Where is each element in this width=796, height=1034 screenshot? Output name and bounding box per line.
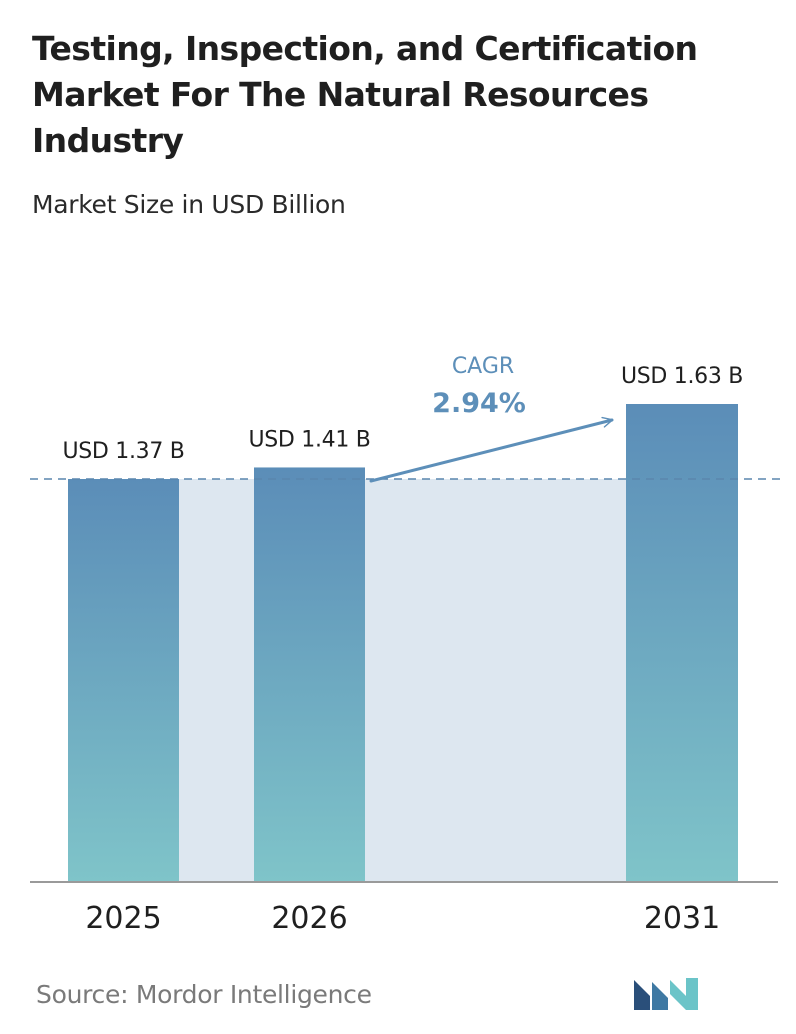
x-tick-label-2025: 2025 — [85, 901, 161, 936]
value-label-2026: USD 1.41 B — [248, 427, 370, 452]
value-label-2031: USD 1.63 B — [621, 364, 743, 389]
value-label-2025: USD 1.37 B — [62, 439, 184, 464]
bar-2031 — [626, 404, 738, 882]
bar-2025 — [68, 479, 179, 882]
cagr-arrow — [369, 416, 614, 483]
chart-subtitle: Market Size in USD Billion — [32, 190, 346, 219]
bar-2026 — [254, 467, 365, 882]
cagr-value: 2.94% — [432, 388, 526, 419]
mordor-intelligence-logo-icon — [634, 978, 698, 1010]
x-tick-label-2026: 2026 — [271, 901, 347, 936]
x-tick-label-2031: 2031 — [644, 901, 720, 936]
cagr-label: CAGR — [452, 354, 514, 379]
bar-chart: USD 1.37 B USD 1.41 B USD 1.63 B 2025 2026 20… — [30, 354, 780, 936]
chart-title: Testing, Inspection, and Certification M… — [32, 29, 698, 160]
source-note: Source: Mordor Intelligence — [36, 980, 372, 1009]
